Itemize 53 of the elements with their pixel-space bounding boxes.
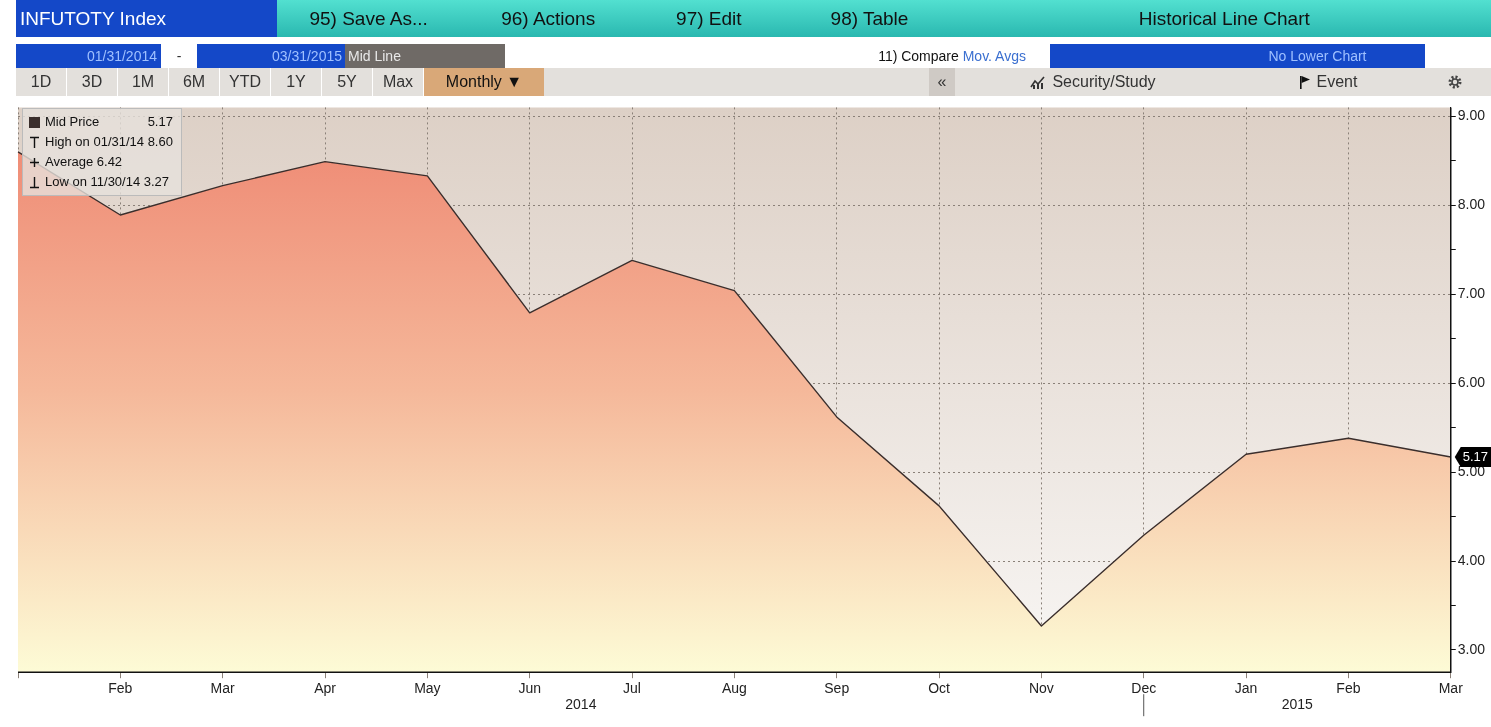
text: 1Y <box>271 68 322 96</box>
text: YTD <box>220 68 271 96</box>
y-tick-label: 9.00 <box>1457 107 1486 124</box>
text: No Lower Chart <box>1210 44 1425 68</box>
y-tick-label: 4.00 <box>1457 551 1486 568</box>
x-tick-label: Aug <box>721 680 747 697</box>
x-tick-label: Jul <box>623 680 641 697</box>
y-tick-label: 6.00 <box>1457 373 1486 390</box>
text: Mid Line <box>345 44 505 68</box>
text: 1M <box>118 68 169 96</box>
x-tick-label: May <box>414 680 441 697</box>
text: 01/31/2014 <box>16 44 161 68</box>
text: 98) Table <box>781 0 958 37</box>
y-tick-label: 3.00 <box>1457 640 1486 657</box>
legend-label: Mid Price <box>45 113 101 131</box>
chart-title: INFUTOTY Index <box>16 0 278 37</box>
x-tick-label: Apr <box>314 680 337 697</box>
text: - <box>161 44 197 68</box>
x-tick-label: Oct <box>928 680 951 697</box>
text: 3D <box>67 68 118 96</box>
x-tick-label: Feb <box>108 680 133 697</box>
text: 95) Save As... <box>277 0 461 37</box>
annotation: High on 01/31/14 8.60 <box>45 133 173 151</box>
annotation: Average 6.42 <box>45 153 123 171</box>
text: 97) Edit <box>636 0 782 37</box>
y-tick-label: 8.00 <box>1457 196 1486 213</box>
x-tick-label: Nov <box>1028 680 1054 697</box>
y-tick-label: 7.00 <box>1457 285 1486 302</box>
text: 5.17 <box>1462 448 1489 464</box>
x-tick-label: Sep <box>824 680 850 697</box>
text: Security/Study <box>955 68 1225 96</box>
chart-subtitle: Historical Line Chart <box>957 0 1491 37</box>
text: « <box>929 68 955 96</box>
text: 2014 <box>565 696 597 713</box>
x-tick-label: Dec <box>1131 680 1157 697</box>
annotation: 5.17 <box>147 113 173 131</box>
x-tick-label: Mar <box>210 680 236 697</box>
text: Max <box>373 68 424 96</box>
x-tick-label: Feb <box>1336 680 1361 697</box>
text: Mov. Avgs <box>962 48 1026 64</box>
text: 2015 <box>1281 696 1314 713</box>
text: Monthly ▼ <box>424 68 544 96</box>
text: 6M <box>169 68 220 96</box>
text: Event <box>1225 68 1425 96</box>
x-tick-label: Mar <box>1438 680 1464 697</box>
text: 03/31/2015 <box>197 44 345 68</box>
x-tick-label: Jun <box>518 680 541 697</box>
annotation: Low on 11/30/14 3.27 <box>45 173 170 191</box>
text: 11) Compare <box>878 48 960 64</box>
text: 1D <box>16 68 67 96</box>
text: 5Y <box>322 68 373 96</box>
x-tick-label: Jan <box>1234 680 1258 697</box>
text: 96) Actions <box>460 0 637 37</box>
